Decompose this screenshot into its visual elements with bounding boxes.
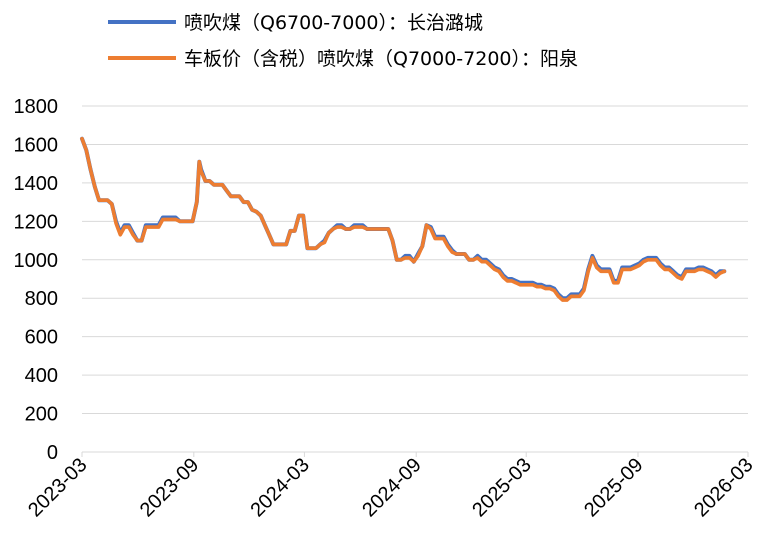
legend-label: 喷吹煤（Q6700-7000）：长治潞城 [184,12,483,34]
y-tick-label: 600 [25,327,58,349]
y-tick-label: 1200 [14,211,59,233]
gridlines [82,105,748,415]
y-tick-label: 400 [25,365,58,387]
x-tick-label: 2023-03 [24,454,91,521]
x-tick-label: 2024-03 [246,454,313,521]
legend-label: 车板价（含税）喷吹煤（Q7000-7200）：阳泉 [184,48,578,70]
x-tick-label: 2024-09 [358,454,425,521]
x-axis-tick-labels: 2023-03 2023-09 2024-03 2024-09 2025-03 2025-… [24,452,758,521]
y-tick-label: 1800 [14,96,59,118]
series-line-yangquan [80,136,727,302]
x-tick-label: 2025-03 [468,454,535,521]
y-tick-label: 1000 [14,250,59,272]
series-line-changzhi-lucheng [80,136,727,301]
series-lines [80,136,727,302]
y-tick-label: 200 [25,404,58,426]
y-tick-label: 800 [25,288,58,310]
x-tick-label: 2026-03 [690,454,757,521]
x-tick-label: 2023-09 [136,454,203,521]
y-axis-tick-labels: 0 200 400 600 800 1000 1200 1400 1600 1800 [14,96,59,464]
y-tick-label: 1400 [14,173,59,195]
legend: 喷吹煤（Q6700-7000）：长治潞城车板价（含税）喷吹煤（Q7000-720… [108,12,578,70]
x-tick-label: 2025-09 [580,454,647,521]
y-tick-label: 1600 [14,134,59,156]
y-tick-label: 0 [47,442,58,464]
